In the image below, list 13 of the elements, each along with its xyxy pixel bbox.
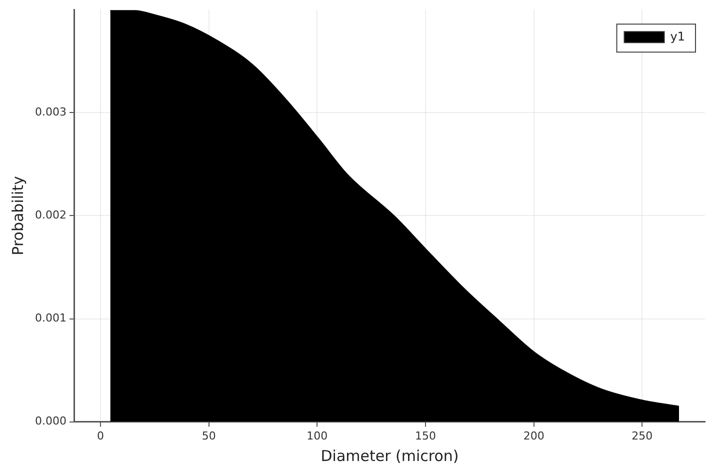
x-tick-label: 200: [523, 429, 544, 442]
x-tick-label: 150: [414, 429, 436, 442]
y-tick-label: 0.001: [34, 312, 66, 325]
x-tick-label: 250: [632, 429, 653, 442]
y-axis-title: Probability: [8, 176, 27, 256]
x-tick-label: 100: [306, 429, 328, 442]
x-tick-label: 0: [96, 429, 104, 442]
x-tick-label: 50: [202, 429, 216, 442]
legend-label: y1: [670, 30, 686, 44]
y-tick-label: 0.002: [34, 208, 66, 222]
x-axis-title: Diameter (micron): [320, 446, 459, 465]
y-tick-label: 0.000: [34, 414, 66, 428]
y-tick-label: 0.003: [34, 106, 66, 119]
